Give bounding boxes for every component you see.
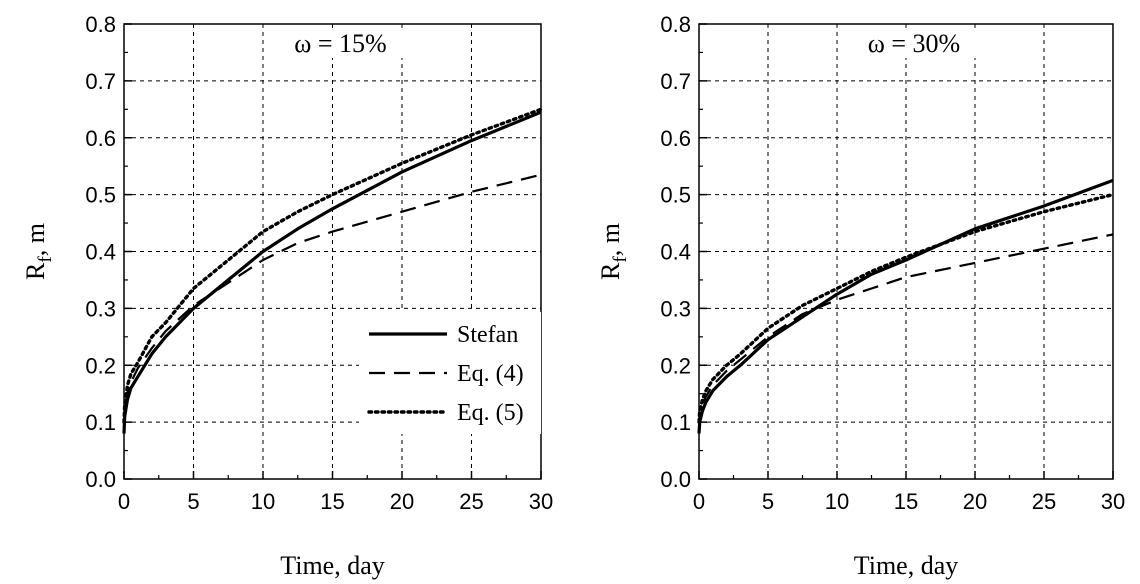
y-tick-label: 0.6	[85, 126, 116, 151]
x-tick-label: 5	[187, 489, 199, 514]
x-tick-label: 15	[894, 489, 918, 514]
x-tick-label: 0	[118, 489, 130, 514]
x-axis-title: Time, day	[280, 551, 385, 580]
y-tick-label: 0.2	[85, 353, 116, 378]
y-tick-label: 0.8	[660, 12, 691, 37]
x-axis-title: Time, day	[854, 551, 959, 580]
x-tick-label: 30	[529, 489, 553, 514]
x-tick-label: 15	[320, 489, 344, 514]
y-tick-label: 0.3	[660, 296, 691, 321]
legend-label: Stefan	[457, 322, 518, 348]
y-tick-label: 0.7	[85, 69, 116, 94]
y-tick-label: 0.0	[660, 467, 691, 492]
panel-title: ω = 15%	[294, 29, 386, 58]
y-tick-label: 0.6	[660, 126, 691, 151]
y-axis-title-main: R	[596, 262, 625, 280]
x-tick-label: 20	[963, 489, 987, 514]
series-line-dotted	[122, 107, 543, 424]
series-line-solid	[122, 110, 542, 434]
series-line-dashed	[122, 173, 542, 428]
x-tick-label: 0	[693, 489, 705, 514]
y-axis-title-tail: , m	[21, 223, 50, 256]
x-tick-label: 25	[1032, 489, 1056, 514]
y-tick-label: 0.3	[85, 296, 116, 321]
chart-panel-2: 0 5 10 15 20 25 30 0.0 0.1 0.2 0.3 0.4 0.5 0.6 0.7 0.8 T…	[596, 12, 1125, 580]
y-tick-label: 0.0	[85, 467, 116, 492]
y-tick-label: 0.7	[660, 69, 691, 94]
y-tick-label: 0.5	[660, 183, 691, 208]
y-tick-label: 0.1	[85, 410, 116, 435]
panel-title-background	[852, 28, 976, 58]
panel-title: ω = 30%	[868, 29, 960, 58]
chart-panel-1: 0 5 10 15 20 25 30 0.0 0.1 0.2 0.3 0.4 0.5 0.6 0.7 0.8 T…	[21, 12, 553, 580]
x-tick-label: 30	[1101, 489, 1125, 514]
x-tick-label: 10	[251, 489, 275, 514]
panel-title-background	[278, 28, 403, 58]
y-axis-title: Rf, m	[21, 223, 56, 280]
y-tick-label: 0.8	[85, 12, 116, 37]
y-tick-label: 0.4	[85, 240, 116, 265]
x-tick-label: 25	[459, 489, 483, 514]
x-tick-label: 5	[762, 489, 774, 514]
y-tick-label: 0.4	[660, 240, 691, 265]
legend-label: Eq. (4)	[457, 361, 524, 387]
y-axis-title-subscript: f	[610, 256, 631, 263]
series-line-dashed	[697, 233, 1114, 428]
x-tick-label: 20	[390, 489, 414, 514]
legend-label: Eq. (5)	[457, 400, 524, 426]
y-tick-label: 0.1	[660, 410, 691, 435]
y-axis-title: Rf, m	[596, 223, 631, 280]
y-axis-title-main: R	[21, 262, 50, 280]
y-axis-title-subscript: f	[35, 256, 56, 263]
y-tick-label: 0.5	[85, 183, 116, 208]
y-axis-title-tail: , m	[596, 223, 625, 256]
y-tick-label: 0.2	[660, 353, 691, 378]
series-line-dotted	[697, 192, 1115, 424]
x-tick-label: 10	[825, 489, 849, 514]
